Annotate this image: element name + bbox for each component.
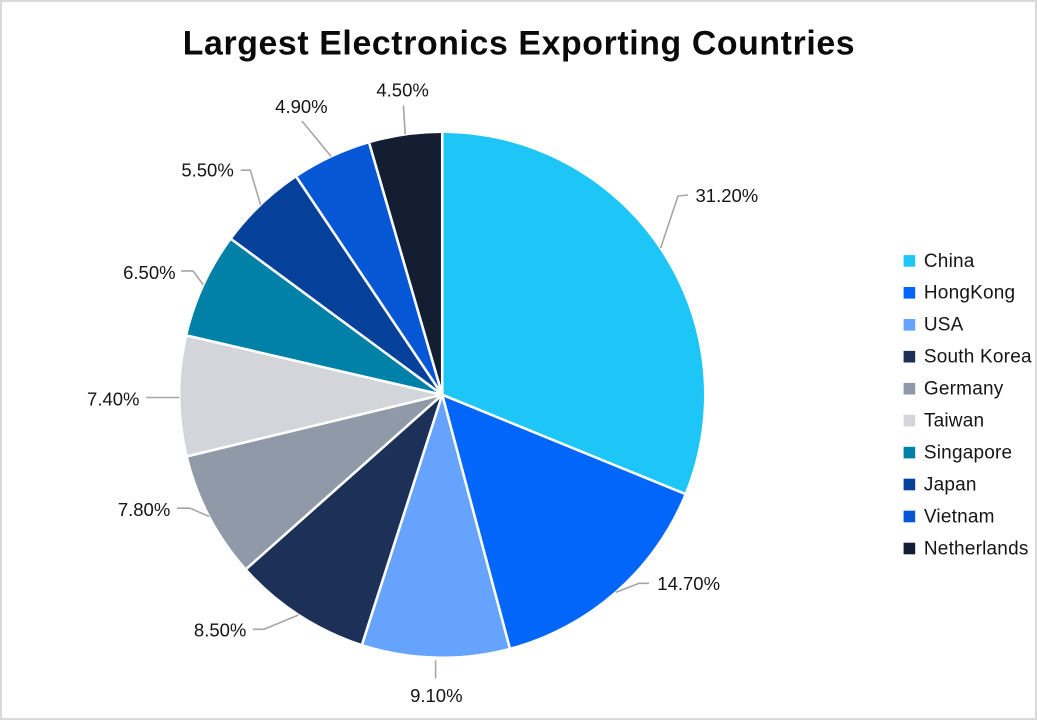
svg-text:31.20%: 31.20% (696, 185, 759, 206)
svg-text:7.80%: 7.80% (118, 499, 170, 520)
svg-text:USA: USA (924, 315, 964, 336)
svg-text:Japan: Japan (924, 474, 977, 495)
svg-text:Largest Electronics Exporting: Largest Electronics Exporting Countries (183, 25, 855, 63)
svg-text:China: China (924, 251, 975, 272)
svg-text:Singapore: Singapore (924, 443, 1012, 464)
svg-text:South Korea: South Korea (924, 347, 1032, 368)
svg-text:6.50%: 6.50% (123, 262, 175, 283)
svg-text:5.50%: 5.50% (181, 159, 233, 180)
svg-text:Netherlands: Netherlands (924, 538, 1029, 559)
svg-text:Taiwan: Taiwan (924, 411, 984, 432)
svg-text:8.50%: 8.50% (194, 619, 246, 640)
svg-text:9.10%: 9.10% (410, 685, 462, 706)
svg-text:14.70%: 14.70% (657, 573, 720, 594)
svg-text:4.50%: 4.50% (376, 80, 428, 101)
svg-text:4.90%: 4.90% (275, 96, 327, 117)
svg-text:HongKong: HongKong (924, 283, 1015, 304)
svg-text:7.40%: 7.40% (87, 389, 139, 410)
svg-text:Germany: Germany (924, 379, 1004, 400)
svg-text:Vietnam: Vietnam (924, 506, 995, 527)
